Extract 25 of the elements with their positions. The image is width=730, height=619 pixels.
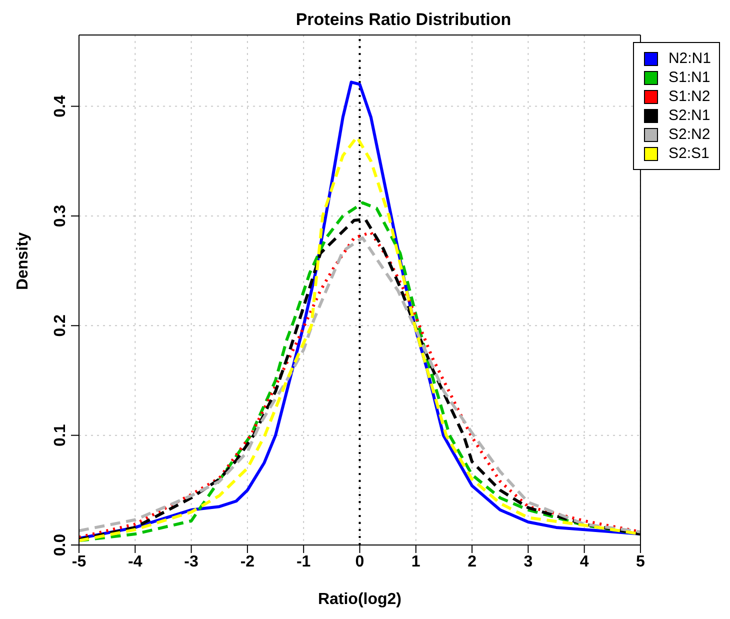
- legend-label: S2:S1: [667, 144, 710, 163]
- x-tick-label: -1: [296, 553, 311, 570]
- x-tick-label: -5: [72, 553, 86, 570]
- y-tick-label: 0.4: [52, 95, 69, 118]
- x-tick-label: 3: [524, 553, 533, 570]
- x-tick-label: -2: [240, 553, 255, 570]
- x-tick-label: -4: [128, 553, 142, 570]
- x-tick-label: -3: [184, 553, 199, 570]
- x-axis-title: Ratio(log2): [318, 591, 402, 608]
- y-tick-label: 0.2: [52, 314, 69, 337]
- legend-label: S2:N2: [667, 125, 711, 144]
- y-tick-label: 0.1: [52, 424, 69, 446]
- y-axis-title: Density: [14, 232, 32, 290]
- legend-label: S1:N1: [667, 68, 711, 87]
- y-tick-label: 0.3: [52, 204, 69, 228]
- legend-label: N2:N1: [667, 49, 711, 68]
- legend-label: S1:N2: [667, 87, 711, 106]
- legend-label: S2:N1: [667, 106, 711, 125]
- x-tick-label: 2: [468, 553, 477, 570]
- x-tick-label: 4: [580, 553, 589, 570]
- x-tick-label: 5: [636, 553, 646, 570]
- x-tick-label: 1: [411, 553, 420, 570]
- y-tick-label: 0.0: [52, 534, 69, 556]
- chart-title: Proteins Ratio Distribution: [294, 10, 512, 30]
- x-tick-label: 0: [355, 553, 364, 570]
